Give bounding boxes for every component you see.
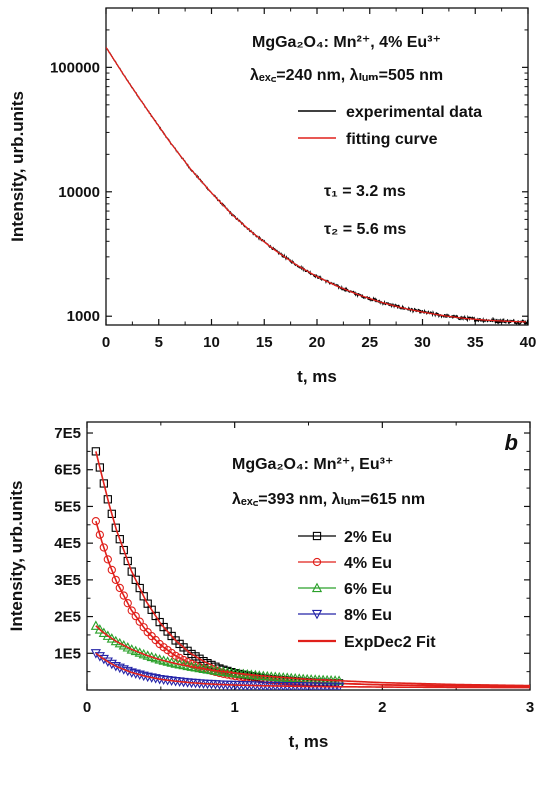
data-marker xyxy=(135,583,144,593)
data-marker xyxy=(98,627,109,637)
series-experimental-data xyxy=(106,46,528,325)
data-marker xyxy=(127,606,136,615)
x-tick-label: 5 xyxy=(155,334,163,351)
fit-line xyxy=(95,451,530,688)
data-marker xyxy=(175,653,184,663)
x-tick-label: 1 xyxy=(230,699,238,716)
data-marker xyxy=(99,479,108,488)
annotation-wavelengths: λₑₓ꜀=393 nm, λₗᵤₘ=615 nm xyxy=(232,491,425,508)
data-marker xyxy=(91,447,101,456)
y-tick-label: 5E5 xyxy=(54,498,81,515)
x-tick-label: 10 xyxy=(203,334,220,351)
legend-swatch-marker xyxy=(312,557,322,567)
legend-label: ExpDec2 Fit xyxy=(344,634,436,651)
series-2-eu xyxy=(91,447,530,688)
data-marker xyxy=(135,617,144,626)
x-tick-label: 0 xyxy=(102,334,110,351)
y-tick-label: 3E5 xyxy=(54,572,81,589)
data-marker xyxy=(119,545,128,555)
legend-label: 6% Eu xyxy=(344,581,392,598)
x-axis-title: t, ms xyxy=(297,367,337,386)
data-marker xyxy=(103,555,112,564)
annotation-tau1: τ₁ = 3.2 ms xyxy=(324,183,406,200)
x-tick-label: 3 xyxy=(526,699,534,716)
plot-area xyxy=(106,46,528,325)
legend-label-fit: fitting curve xyxy=(346,131,438,148)
y-tick-label: 7E5 xyxy=(54,425,81,442)
annotation-tau2: τ₂ = 5.6 ms xyxy=(324,221,406,238)
data-marker xyxy=(110,635,121,646)
data-marker xyxy=(94,624,105,634)
data-marker xyxy=(90,620,101,630)
series-fitting-curve xyxy=(106,46,526,323)
fit-line xyxy=(95,652,530,689)
data-marker xyxy=(131,611,140,621)
panel-b: 0 1 2 3 1E5 2E5 3E5 4E5 5E5 6E5 7E5 t, ms Intensity,… xyxy=(7,421,534,751)
data-marker xyxy=(95,463,104,472)
data-marker xyxy=(99,543,108,552)
x-tick-label: 25 xyxy=(361,334,378,351)
data-marker xyxy=(91,516,101,526)
data-marker xyxy=(123,599,132,608)
data-marker xyxy=(127,567,136,576)
series-8-eu xyxy=(90,649,530,690)
data-marker xyxy=(107,565,116,575)
data-marker xyxy=(107,509,116,519)
x-tick-label: 35 xyxy=(467,334,484,351)
data-marker xyxy=(94,652,105,662)
annotation-composition: MgGa₂O₄: Mn²⁺, 4% Eu³⁺ xyxy=(252,34,441,51)
fitting-trace xyxy=(106,46,526,323)
y-tick-label: 10000 xyxy=(58,184,100,201)
y-tick-label: 1E5 xyxy=(54,645,81,662)
data-marker xyxy=(131,575,140,584)
data-marker xyxy=(98,654,109,665)
y-tick-label: 1000 xyxy=(67,308,100,325)
data-marker xyxy=(115,583,124,593)
y-axis-title: Intensity, urb.units xyxy=(7,481,26,632)
legend-swatch-marker xyxy=(312,531,322,541)
x-tick-label: 15 xyxy=(256,334,273,351)
x-tick-label: 30 xyxy=(414,334,431,351)
y-axis-title: Intensity, urb.units xyxy=(8,91,27,242)
data-marker xyxy=(102,657,113,667)
legend-swatch-marker xyxy=(311,582,323,593)
data-marker xyxy=(115,535,124,544)
panel-label: b xyxy=(505,430,518,455)
data-marker xyxy=(123,556,132,566)
annotation-wavelengths: λₑₓ꜀=240 nm, λₗᵤₘ=505 nm xyxy=(250,67,443,84)
x-tick-label: 2 xyxy=(378,699,386,716)
legend: experimental data fitting curve xyxy=(298,104,482,148)
y-tick-label: 2E5 xyxy=(54,609,81,626)
fit-line xyxy=(95,625,530,687)
data-marker xyxy=(95,530,104,539)
legend-label: 8% Eu xyxy=(344,607,392,624)
y-tick-label: 6E5 xyxy=(54,462,81,479)
data-marker xyxy=(111,523,120,532)
y-tick-label: 100000 xyxy=(50,59,100,76)
legend-swatch-marker xyxy=(311,609,323,620)
data-marker xyxy=(90,649,101,659)
x-tick-label: 20 xyxy=(309,334,326,351)
data-marker xyxy=(103,495,112,504)
legend-label: 4% Eu xyxy=(344,555,392,572)
data-marker xyxy=(119,591,128,600)
x-tick-label: 0 xyxy=(83,699,91,716)
annotation-composition: MgGa₂O₄: Mn²⁺, Eu³⁺ xyxy=(232,456,393,473)
series-6-eu xyxy=(90,620,530,687)
panel-a: 0 5 10 15 20 25 30 35 40 1000 10000 100000 t, ms Inte… xyxy=(8,7,537,386)
plot-area xyxy=(90,447,530,690)
x-tick-label: 40 xyxy=(520,334,537,351)
data-marker xyxy=(106,633,117,643)
data-marker xyxy=(102,630,113,640)
experimental-trace xyxy=(106,46,528,325)
data-marker xyxy=(139,623,148,632)
y-tick-label: 4E5 xyxy=(54,535,81,552)
legend: 2% Eu 4% Eu 6% Eu 8% Eu ExpDec2 Fit xyxy=(298,529,436,651)
legend-label: 2% Eu xyxy=(344,529,392,546)
x-axis-title: t, ms xyxy=(289,732,329,751)
data-marker xyxy=(111,575,120,585)
legend-label-experimental: experimental data xyxy=(346,104,482,121)
